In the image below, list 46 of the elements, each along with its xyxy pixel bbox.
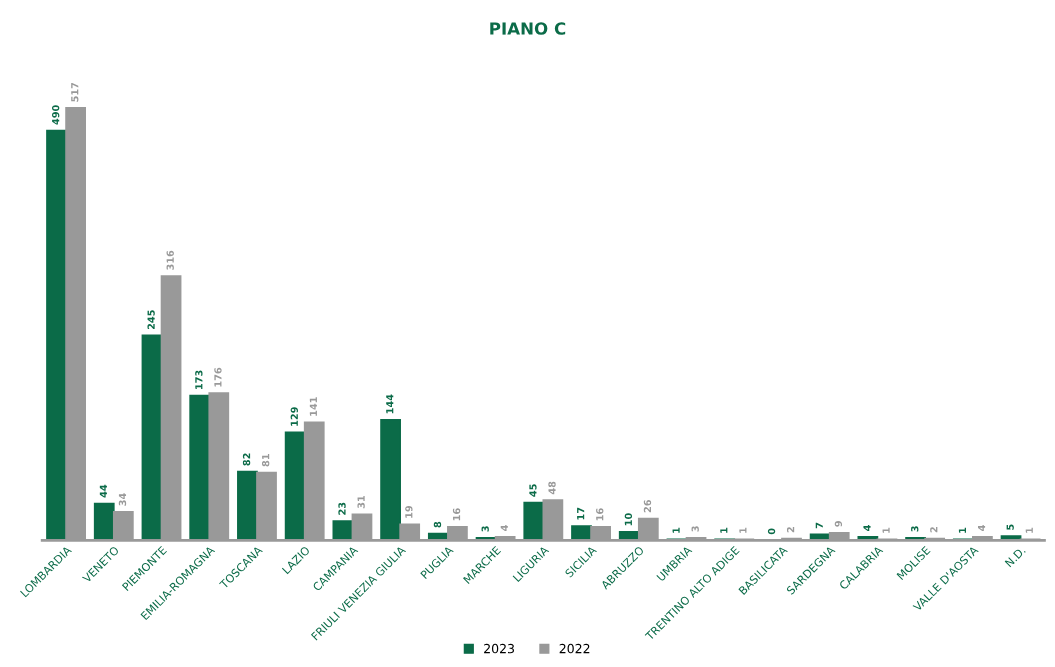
legend-label: 2022 [559,643,590,654]
data-label: 3 [911,526,919,532]
data-label: 4 [863,525,871,531]
data-label: 1 [720,527,728,533]
data-label: 45 [529,484,537,497]
data-label: 245 [147,310,155,330]
data-label: 129 [290,407,298,426]
data-label: 17 [577,507,585,520]
data-label: 3 [691,526,699,532]
data-label: 0 [767,528,776,535]
data-label: 10 [624,513,633,526]
data-label: 81 [261,454,270,467]
data-label: 1 [739,527,747,533]
data-label: 26 [643,499,652,513]
x-tick-label: N.D. [1004,546,1026,568]
data-label: 1 [1025,527,1033,533]
data-label: 4 [978,525,986,531]
data-label: 82 [242,453,251,466]
data-label: 9 [834,521,843,527]
data-label: 1 [672,527,680,533]
data-label: 1 [882,527,890,533]
data-label: 8 [433,521,442,528]
data-label: 3 [481,526,489,532]
data-label: 517 [71,82,79,102]
data-label: 2 [930,527,938,533]
data-label: 48 [548,481,556,495]
data-label: 31 [357,495,365,509]
data-label: 141 [309,397,317,416]
data-label: 16 [596,508,604,521]
legend-label: 2023 [484,643,514,654]
data-label: 176 [214,367,222,387]
data-label: 4 [500,525,508,531]
data-label: 34 [118,493,127,506]
data-label: 16 [452,508,461,521]
chart-title: PIANO C [490,22,566,35]
data-label: 44 [99,484,107,498]
data-label: 19 [405,505,413,518]
data-label: 5 [1006,524,1014,530]
data-label: 173 [195,370,203,389]
data-label: 316 [166,250,174,270]
data-label: 7 [815,522,823,529]
data-label: 1 [958,527,966,533]
data-label: 490 [51,105,60,125]
data-label: 23 [338,502,346,515]
data-label: 144 [386,394,394,414]
data-label: 2 [786,527,795,533]
